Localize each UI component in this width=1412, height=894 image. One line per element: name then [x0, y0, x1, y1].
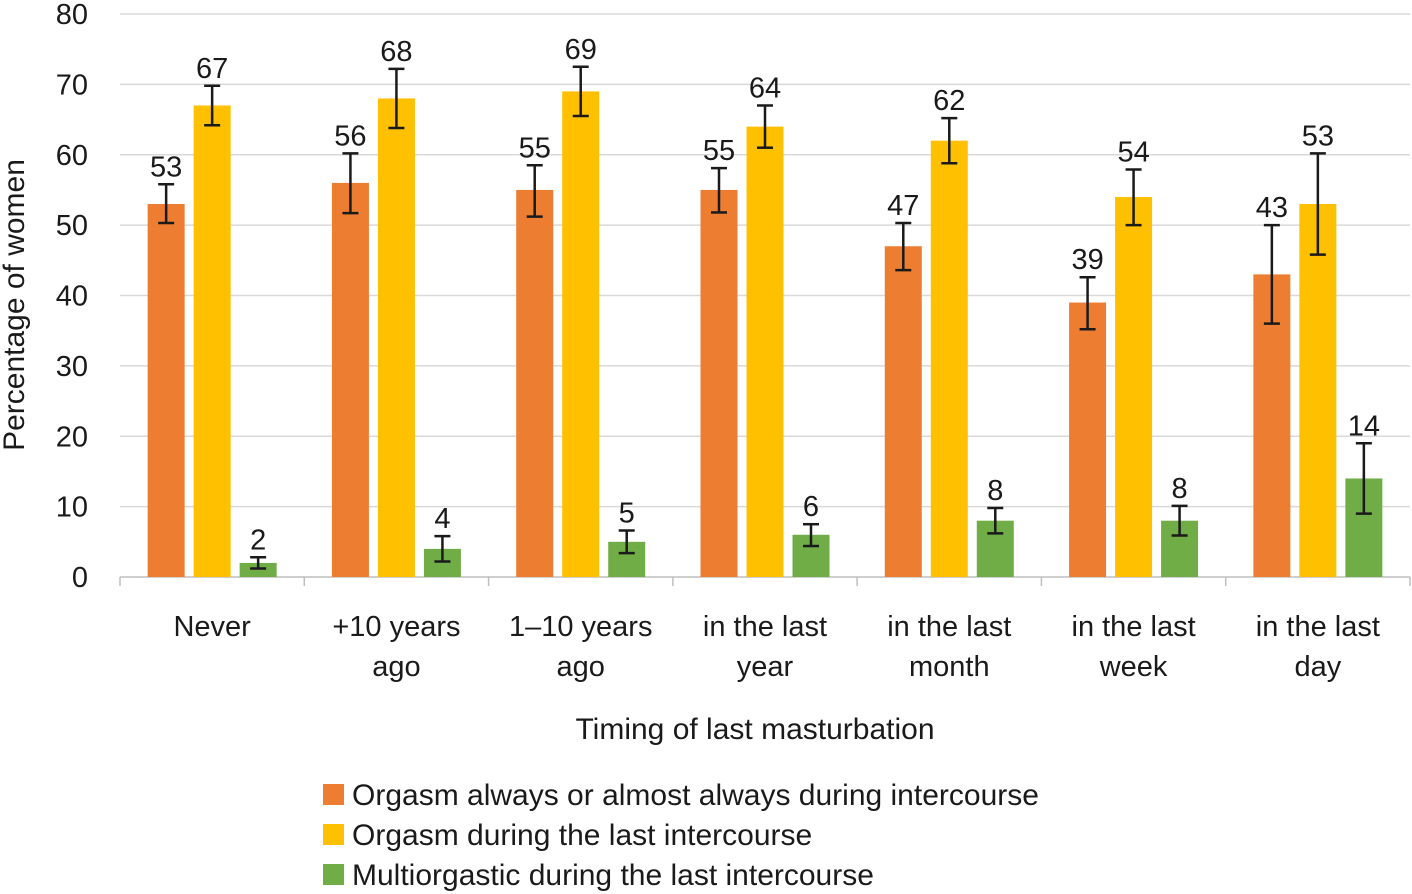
- legend: Orgasm always or almost always during in…: [323, 779, 1039, 892]
- bar: [930, 140, 968, 578]
- bar: [1299, 204, 1337, 577]
- error-bars: [158, 65, 1372, 570]
- data-label: 55: [519, 132, 551, 164]
- y-axis-title: Percentage of women: [0, 159, 31, 451]
- x-tick-label: year: [737, 651, 794, 683]
- bar: [331, 182, 369, 577]
- bar: [1115, 196, 1153, 577]
- x-tick-label: 1–10 years: [509, 611, 653, 643]
- x-tick-label: in the last: [1256, 611, 1380, 643]
- x-tick-label: Never: [173, 611, 251, 643]
- bars: [147, 91, 1383, 578]
- y-tick-label: 50: [56, 210, 88, 242]
- y-tick-label: 40: [56, 281, 88, 313]
- bar: [516, 189, 554, 577]
- legend-swatch: [323, 784, 344, 805]
- data-label: 69: [565, 34, 597, 66]
- legend-label: Multiorgastic during the last intercours…: [352, 859, 874, 892]
- data-label: 64: [749, 72, 781, 104]
- y-tick-labels: 0 10 20 30 40 50 60 70 80: [56, 0, 88, 594]
- data-label: 14: [1348, 410, 1380, 442]
- data-label: 6: [803, 491, 819, 523]
- y-tick-label: 70: [56, 69, 88, 101]
- y-tick-label: 10: [56, 492, 88, 524]
- y-tick-label: 0: [72, 562, 88, 594]
- y-tick-label: 60: [56, 140, 88, 172]
- bar: [193, 105, 231, 578]
- data-label: 67: [196, 53, 228, 85]
- bar: [1069, 302, 1107, 577]
- data-label: 39: [1071, 244, 1103, 276]
- data-label: 54: [1117, 137, 1149, 169]
- data-label: 62: [933, 85, 965, 117]
- x-tick-label: ago: [372, 651, 420, 683]
- data-label: 53: [150, 151, 182, 183]
- bar: [377, 98, 415, 577]
- x-tick-label: ago: [557, 651, 605, 683]
- data-label: 4: [434, 503, 450, 535]
- bar: [147, 204, 185, 577]
- legend-label: Orgasm during the last intercourse: [352, 819, 812, 852]
- x-tick-label: +10 years: [332, 611, 460, 643]
- data-label: 55: [703, 135, 735, 167]
- y-tick-label: 30: [56, 351, 88, 383]
- axes: [119, 576, 1411, 586]
- x-tick-label: day: [1294, 651, 1341, 683]
- y-tick-label: 20: [56, 421, 88, 453]
- data-label: 8: [987, 475, 1003, 507]
- x-tick-label: week: [1099, 651, 1168, 683]
- x-tick-labels: Never +10 years ago 1–10 years ago in the las…: [173, 611, 1379, 683]
- bar: [746, 126, 784, 577]
- bar: [562, 91, 600, 577]
- x-tick-label: in the last: [887, 611, 1011, 643]
- x-axis-title: Timing of last masturbation: [575, 713, 934, 746]
- bar: [239, 562, 277, 577]
- data-label: 43: [1256, 192, 1288, 224]
- x-tick-label: in the last: [703, 611, 827, 643]
- data-label: 2: [250, 524, 266, 556]
- data-label: 68: [380, 36, 412, 68]
- legend-swatch: [323, 864, 344, 885]
- legend-swatch: [323, 824, 344, 845]
- bar: [884, 246, 922, 578]
- data-label: 56: [334, 120, 366, 152]
- data-label: 47: [887, 190, 919, 222]
- bar: [700, 189, 738, 577]
- data-label: 5: [619, 498, 635, 530]
- x-tick-label: in the last: [1072, 611, 1196, 643]
- data-label: 8: [1172, 473, 1188, 505]
- data-label: 53: [1302, 120, 1334, 152]
- legend-label: Orgasm always or almost always during in…: [352, 779, 1039, 812]
- y-tick-label: 80: [56, 0, 88, 31]
- x-tick-label: month: [909, 651, 990, 683]
